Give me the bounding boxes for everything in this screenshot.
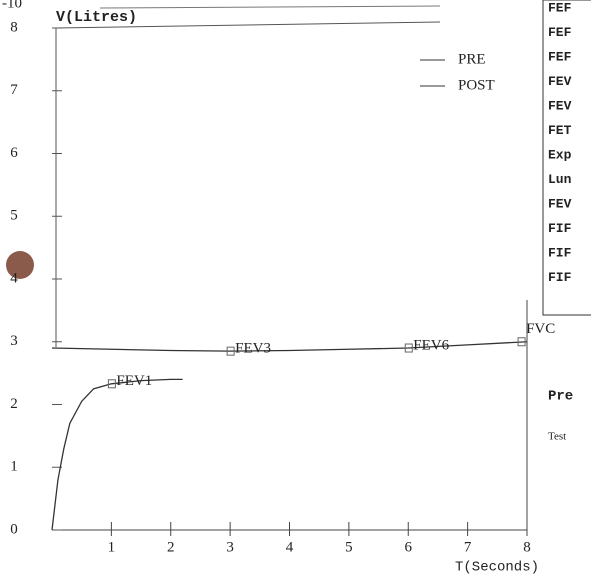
- legend-label: PRE: [458, 51, 486, 67]
- x-tick-label: 1: [108, 539, 116, 555]
- y-tick-label: 0: [10, 521, 18, 537]
- legend-label: POST: [458, 77, 495, 93]
- x-tick-label: 4: [286, 539, 294, 555]
- line: [51, 341, 528, 352]
- side-row: Lun: [548, 172, 572, 187]
- side-row: FEV: [548, 196, 572, 211]
- side-row: FEV: [548, 74, 572, 89]
- side-note: Test: [548, 431, 566, 443]
- side-row: FIF: [548, 270, 572, 285]
- x-tick-label: 8: [523, 539, 531, 555]
- line: [51, 378, 183, 531]
- y-axis-label: V(Litres): [56, 9, 137, 26]
- annotation: FEV3: [235, 341, 271, 357]
- x-tick-label: 6: [405, 539, 413, 555]
- side-row: FIF: [548, 245, 572, 260]
- side-row: FEF: [548, 25, 572, 40]
- side-row: Exp: [548, 147, 572, 162]
- side-row: FET: [548, 123, 572, 138]
- y-tick-label: 2: [10, 396, 18, 412]
- side-row: FEF: [548, 49, 572, 64]
- frame-line: [55, 21, 441, 29]
- x-tick-label: 7: [464, 539, 472, 555]
- y-tick-label: 3: [10, 333, 18, 349]
- frame-line: [99, 5, 441, 9]
- y-tick-label: 7: [10, 82, 18, 98]
- y-tick-label: 8: [10, 19, 18, 35]
- x-tick-label: 2: [167, 539, 175, 555]
- x-axis-label: T(Seconds): [455, 560, 539, 576]
- avatar: [6, 251, 34, 279]
- side-row: FEF: [548, 0, 572, 15]
- y-tick-label: 6: [10, 145, 18, 161]
- x-tick-label: 5: [345, 539, 353, 555]
- annotation-marker: [517, 337, 526, 347]
- top-fragment: -10: [2, 0, 22, 11]
- y-tick-label: 4: [10, 270, 18, 286]
- side-row: FEV: [548, 98, 572, 113]
- side-heading: Pre: [548, 389, 573, 405]
- annotation: FEV1: [116, 373, 152, 389]
- x-tick-label: 3: [226, 539, 234, 555]
- annotation-marker: [107, 379, 116, 389]
- side-row: FIF: [548, 221, 572, 236]
- y-tick-label: 1: [10, 459, 18, 475]
- annotation: FEV6: [413, 337, 449, 353]
- annotation-marker: [226, 346, 235, 356]
- annotation-marker: [404, 343, 413, 353]
- annotation: FVC: [526, 321, 555, 337]
- y-tick-label: 5: [10, 208, 18, 224]
- side-table: [542, 0, 591, 316]
